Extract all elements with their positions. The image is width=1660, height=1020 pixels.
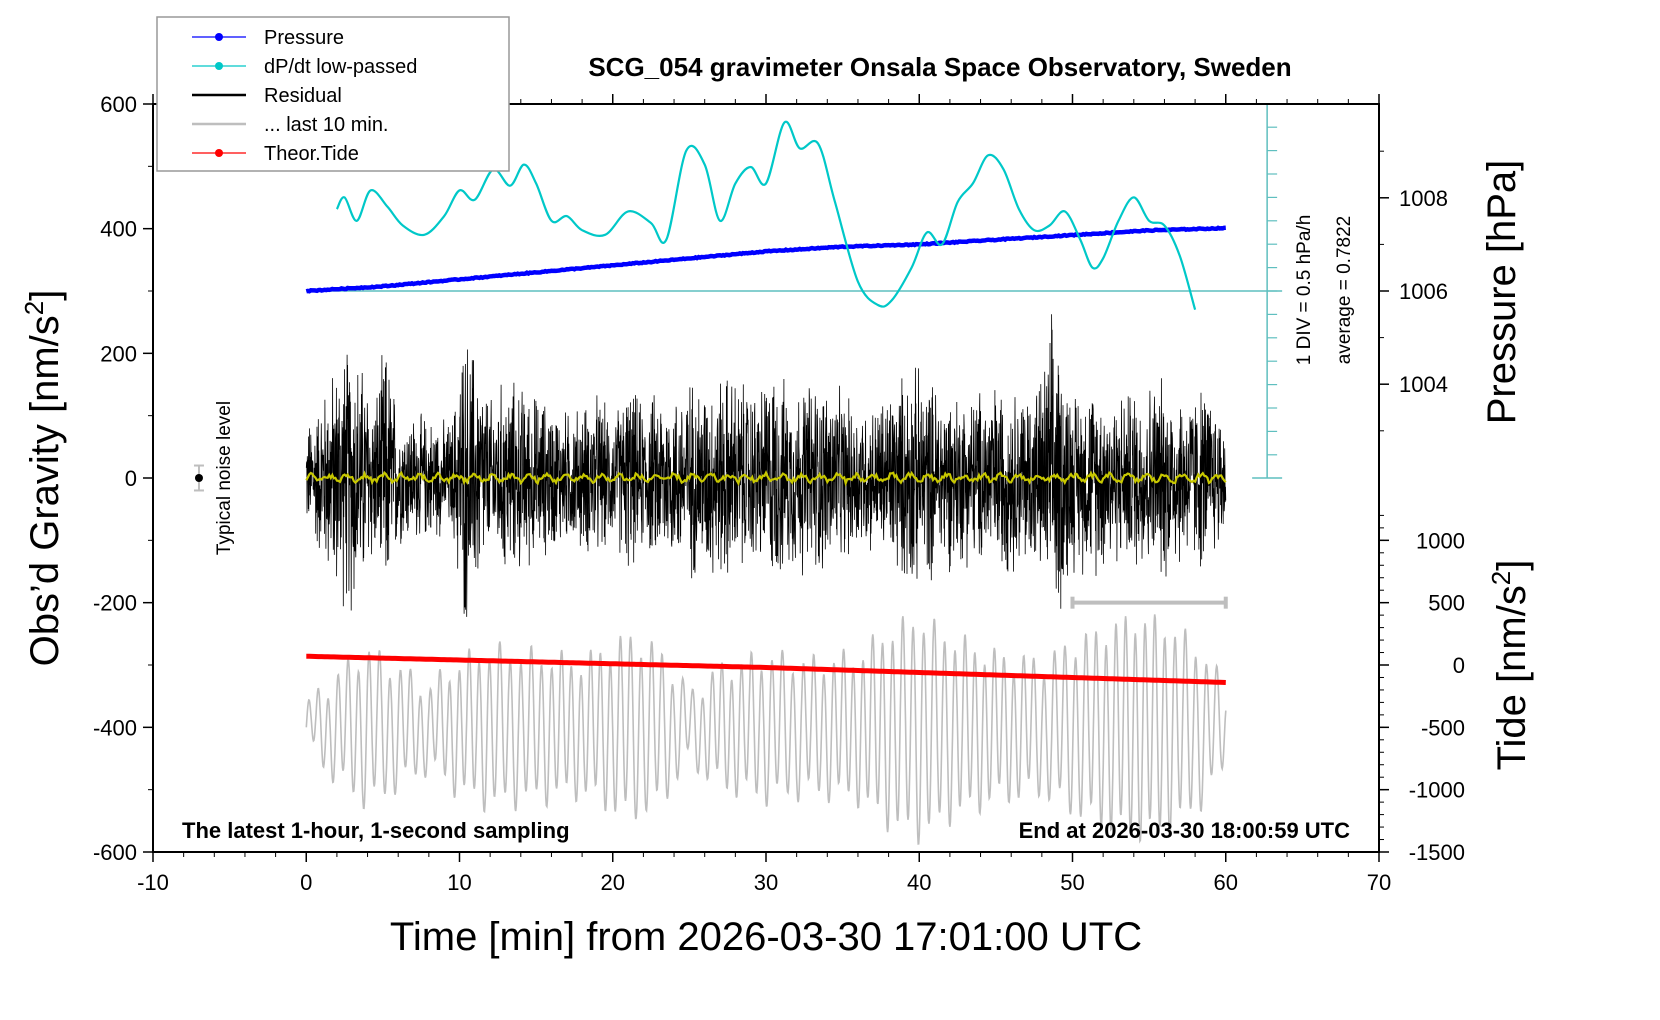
residual-smoothed-line xyxy=(305,469,1227,487)
y-axis-title-base: Obs’d Gravity [nm/s xyxy=(23,315,67,666)
series-theor-tide xyxy=(306,653,1226,685)
pressure-axis-title: Pressure [hPa] xyxy=(1480,160,1524,425)
annotation-dpdt-div: 1 DIV = 0.5 hPa/h xyxy=(1294,215,1315,366)
x-tick-label: -10 xyxy=(137,870,169,895)
pressure-tick-label: 1008 xyxy=(1399,186,1448,211)
residual-line xyxy=(305,314,1227,617)
legend-marker xyxy=(215,62,223,70)
x-tick-label: 40 xyxy=(907,870,931,895)
tide-tick-label: -1500 xyxy=(1409,840,1465,865)
y-axis-title: Obs’d Gravity [nm/s2] xyxy=(19,290,67,667)
legend-label: ... last 10 min. xyxy=(264,114,389,136)
y-tick-label: 0 xyxy=(125,466,137,491)
noise-level-label: Typical noise level xyxy=(214,401,235,555)
y-axis-title-sup: 2 xyxy=(19,301,49,315)
series-pressure xyxy=(305,225,1226,294)
y-tick-label: -200 xyxy=(93,591,137,616)
x-tick-label: 50 xyxy=(1060,870,1084,895)
y-tick-label: 600 xyxy=(100,92,137,117)
noise-point xyxy=(194,474,203,482)
dpdt-scale-axis xyxy=(306,103,1283,479)
legend-label: Pressure xyxy=(264,27,344,49)
legend-label: dP/dt low-passed xyxy=(264,56,417,78)
y-tick-label: 400 xyxy=(100,217,137,242)
tide-axis-title-base: Tide [nm/s xyxy=(1490,585,1534,770)
x-tick-label: 0 xyxy=(300,870,312,895)
series-residual-smoothed xyxy=(305,469,1227,487)
y-tick-label: 200 xyxy=(100,341,137,366)
legend: Pressure dP/dt low-passed Residual ... last… xyxy=(156,16,510,172)
x-tick-label: 10 xyxy=(447,870,471,895)
x-tick-label: 70 xyxy=(1367,870,1391,895)
last-10-min-line xyxy=(305,614,1227,845)
series-last-10-min xyxy=(305,614,1227,845)
series-residual xyxy=(305,314,1227,617)
chart-title: SCG_054 gravimeter Onsala Space Observat… xyxy=(588,52,1291,82)
axes: -10 0 10 20 30 40 50 60 70 600 400 200 0 -200 -400 -600… xyxy=(93,92,1465,895)
tide-tick-label: 500 xyxy=(1428,591,1465,616)
chart-extras xyxy=(193,464,1228,609)
tide-axis-title-sup: 2 xyxy=(1486,571,1516,585)
x-tick-label: 20 xyxy=(601,870,625,895)
y-tick-label: -400 xyxy=(93,715,137,740)
y-axis-title-end: ] xyxy=(23,290,67,301)
legend-label: Residual xyxy=(264,85,342,107)
tide-tick-label: 1000 xyxy=(1416,528,1465,553)
dpdt-line xyxy=(335,120,1197,311)
tide-axis-title: Tide [nm/s2] xyxy=(1486,560,1534,771)
annotation-end-time: End at 2026-03-30 18:00:59 UTC xyxy=(1019,818,1350,843)
y-tick-label: -600 xyxy=(93,840,137,865)
x-tick-label: 60 xyxy=(1214,870,1238,895)
annotation-sampling: The latest 1-hour, 1-second sampling xyxy=(182,818,570,843)
pressure-tick-label: 1004 xyxy=(1399,372,1448,397)
series-dpdt xyxy=(335,120,1197,311)
legend-marker xyxy=(215,149,223,157)
tide-tick-label: -1000 xyxy=(1409,778,1465,803)
legend-marker xyxy=(215,33,223,41)
x-tick-label: 30 xyxy=(754,870,778,895)
tide-line xyxy=(306,653,1226,685)
pressure-tick-label: 1006 xyxy=(1399,279,1448,304)
annotation-dpdt-average: average = 0.7822 xyxy=(1334,216,1355,364)
tide-tick-label: 0 xyxy=(1453,653,1465,678)
x-axis-title: Time [min] from 2026-03-30 17:01:00 UTC xyxy=(390,915,1142,959)
legend-label: Theor.Tide xyxy=(264,143,359,165)
tide-tick-label: -500 xyxy=(1421,715,1465,740)
tide-axis-title-end: ] xyxy=(1490,560,1534,571)
pressure-line xyxy=(305,225,1226,294)
